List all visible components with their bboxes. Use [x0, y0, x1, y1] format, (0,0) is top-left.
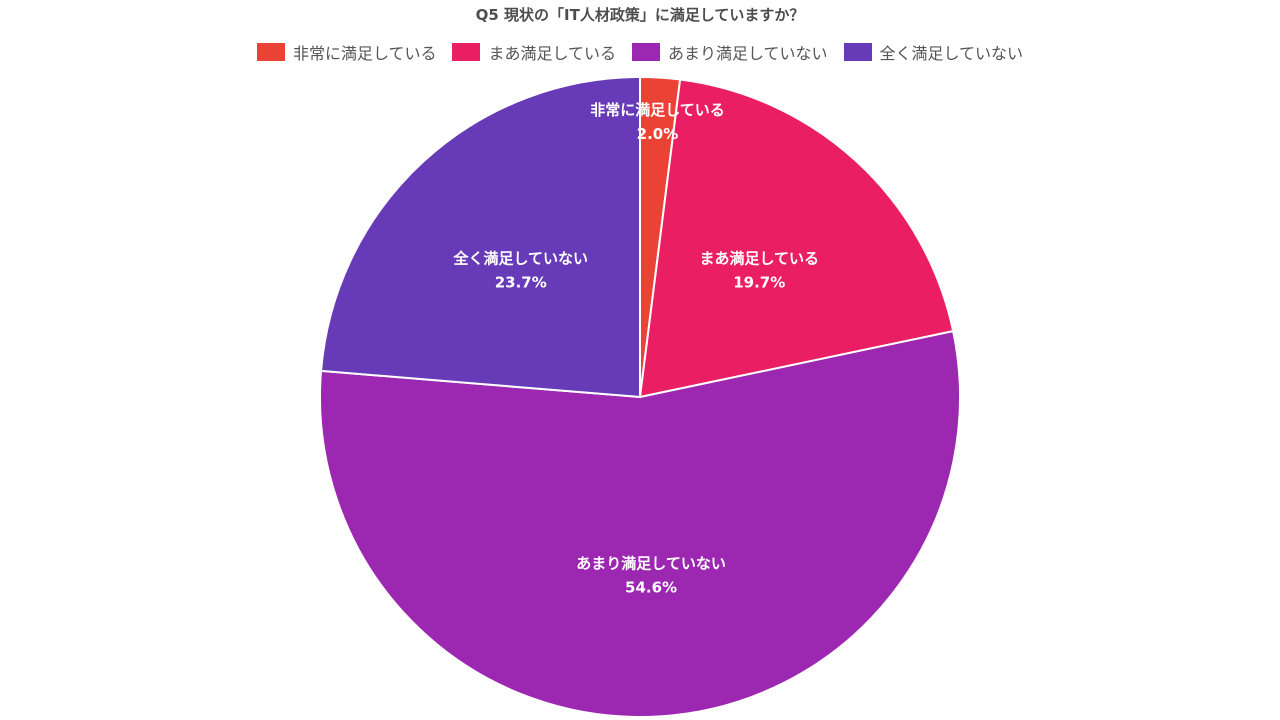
legend-swatch-very-satisfied: [256, 43, 285, 61]
slice-value-label: 23.7%: [495, 274, 547, 292]
legend-swatch-somewhat-satisfied: [452, 43, 481, 61]
legend-item-not-at-all-satisfied[interactable]: 全く満足していない: [843, 40, 1024, 64]
legend-label-not-very-satisfied: あまり満足していない: [668, 44, 828, 63]
slice-category-label: まあ満足している: [699, 250, 819, 268]
legend-label-very-satisfied: 非常に満足している: [292, 44, 437, 63]
slice-label-not-at-all-satisfied: 全く満足していない 23.7%: [452, 250, 588, 292]
chart-title: Q5 現状の「IT人材政策」に満足していますか？: [475, 6, 805, 24]
legend-label-somewhat-satisfied: まあ満足している: [488, 44, 616, 63]
slice-value-label: 54.6%: [625, 579, 677, 597]
slice-value-label: 2.0%: [637, 125, 679, 143]
slice-category-label: 非常に満足している: [590, 101, 725, 119]
slice-label-not-very-satisfied: あまり満足していない 54.6%: [576, 555, 726, 597]
legend-item-somewhat-satisfied[interactable]: まあ満足している: [452, 40, 616, 64]
slice-category-label: あまり満足していない: [576, 555, 726, 573]
slice-label-very-satisfied: 非常に満足している 2.0%: [590, 101, 725, 143]
pie-slice-not-very-satisfied[interactable]: [319, 329, 961, 718]
slice-value-label: 19.7%: [733, 274, 785, 292]
legend-swatch-not-at-all-satisfied: [843, 43, 872, 61]
pie-slice-not-at-all-satisfied[interactable]: [319, 75, 641, 399]
chart-legend: 非常に満足している まあ満足している あまり満足していない 全く満足していない: [0, 40, 1280, 64]
legend-swatch-not-very-satisfied: [632, 43, 660, 61]
legend-item-not-very-satisfied[interactable]: あまり満足していない: [632, 40, 828, 64]
legend-item-very-satisfied[interactable]: 非常に満足している: [256, 40, 437, 64]
slice-label-somewhat-satisfied: まあ満足している 19.7%: [699, 250, 819, 292]
legend-label-not-at-all-satisfied: 全く満足していない: [879, 44, 1024, 63]
pie-slice-somewhat-satisfied[interactable]: [638, 78, 955, 399]
slice-category-label: 全く満足していない: [452, 250, 588, 268]
